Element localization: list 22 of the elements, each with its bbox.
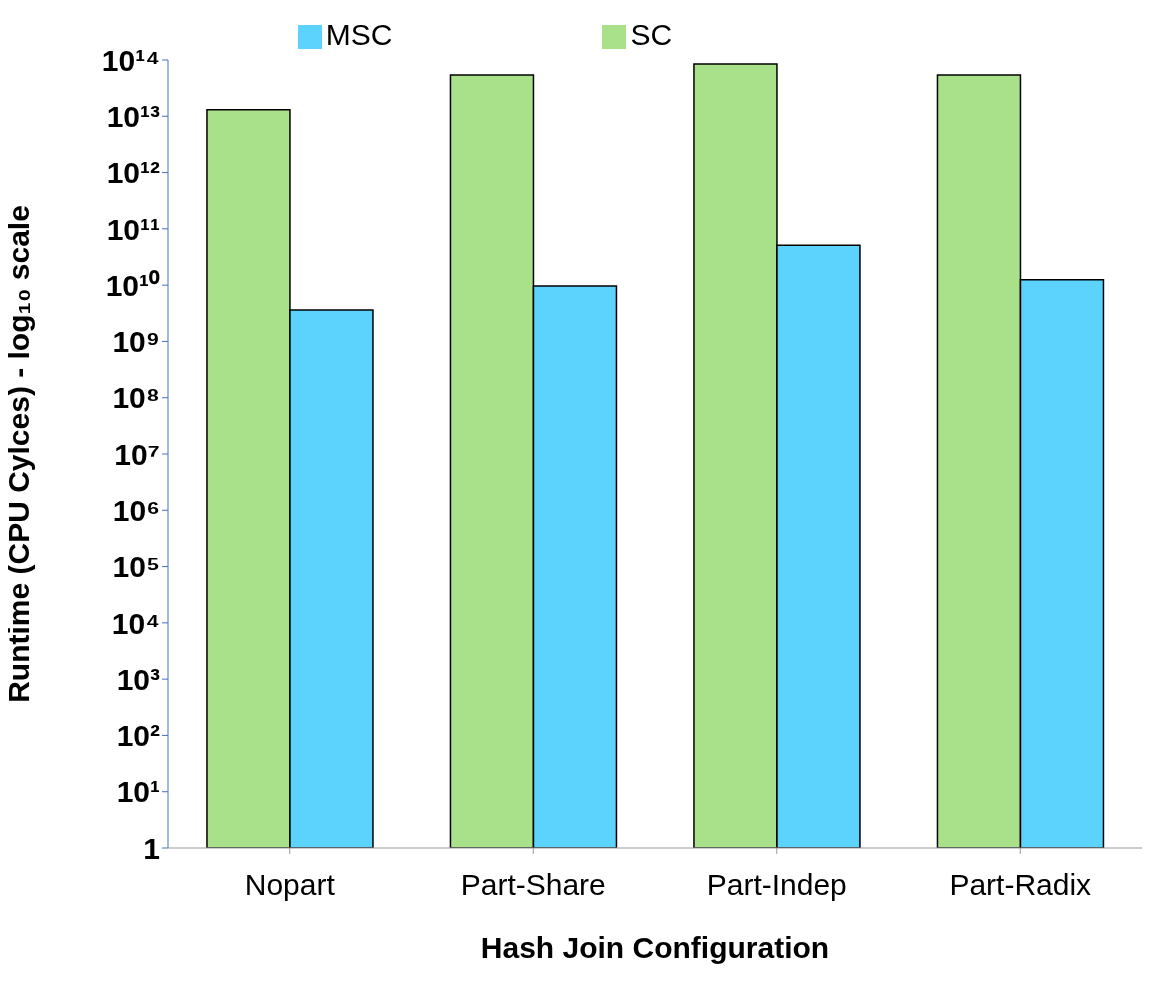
x-tick-label: Part-Indep [706, 868, 847, 902]
legend-label: SC [630, 18, 673, 51]
y-tick-label: 1 [143, 831, 160, 865]
y-tick-label: 10¹⁴ [101, 43, 160, 77]
y-tick-label: 10⁴ [111, 606, 160, 640]
y-tick-label: 10² [116, 719, 161, 753]
y-tick-label: 10¹² [106, 156, 160, 190]
y-tick-label: 10⁸ [112, 381, 160, 415]
y-tick-label: 10⁵ [112, 550, 160, 584]
y-tick-label: 10¹⁰ [105, 268, 160, 302]
y-tick-label: 10⁹ [112, 325, 160, 359]
y-tick-label: 10¹³ [106, 99, 160, 133]
legend-label: MSC [325, 18, 393, 51]
y-tick-label: 10¹¹ [106, 212, 160, 246]
x-tick-label: Nopart [244, 868, 336, 902]
y-tick-label: 10³ [116, 662, 161, 696]
x-axis-title: Hash Join Configuration [480, 931, 830, 964]
x-tick-label: Part-Share [460, 868, 606, 902]
x-tick-label: Part-Radix [949, 868, 1092, 902]
y-tick-label: 10¹ [116, 775, 161, 809]
y-tick-label: 10⁷ [114, 437, 160, 471]
y-tick-label: 10⁶ [112, 493, 160, 527]
